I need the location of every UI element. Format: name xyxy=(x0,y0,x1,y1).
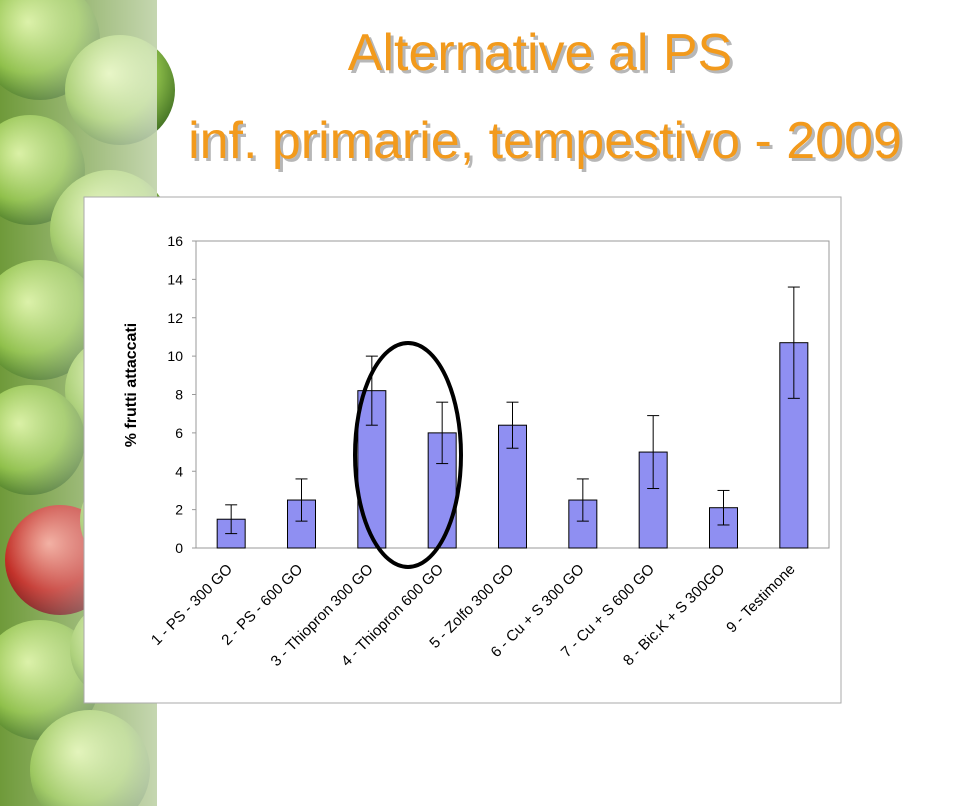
subtitle: inf. primarie, tempestivo - 2009 xyxy=(188,112,902,170)
highlight-ellipse xyxy=(353,341,463,569)
y-tick-label: 14 xyxy=(167,271,183,287)
subtitle-shadow: inf. primarie, tempestivo - 2009 xyxy=(191,115,905,173)
y-tick-label: 10 xyxy=(167,348,183,364)
y-axis-label: % frutti attaccati xyxy=(123,323,140,447)
title: Alternative al PS xyxy=(348,24,732,82)
title-shadow: Alternative al PS xyxy=(351,27,735,85)
y-tick-label: 12 xyxy=(167,310,183,326)
y-tick-label: 16 xyxy=(167,233,183,249)
y-tick-label: 6 xyxy=(175,425,183,441)
y-tick-label: 2 xyxy=(175,502,183,518)
y-tick-label: 8 xyxy=(175,387,183,403)
y-tick-label: 0 xyxy=(175,540,183,556)
y-tick-label: 4 xyxy=(175,463,183,479)
